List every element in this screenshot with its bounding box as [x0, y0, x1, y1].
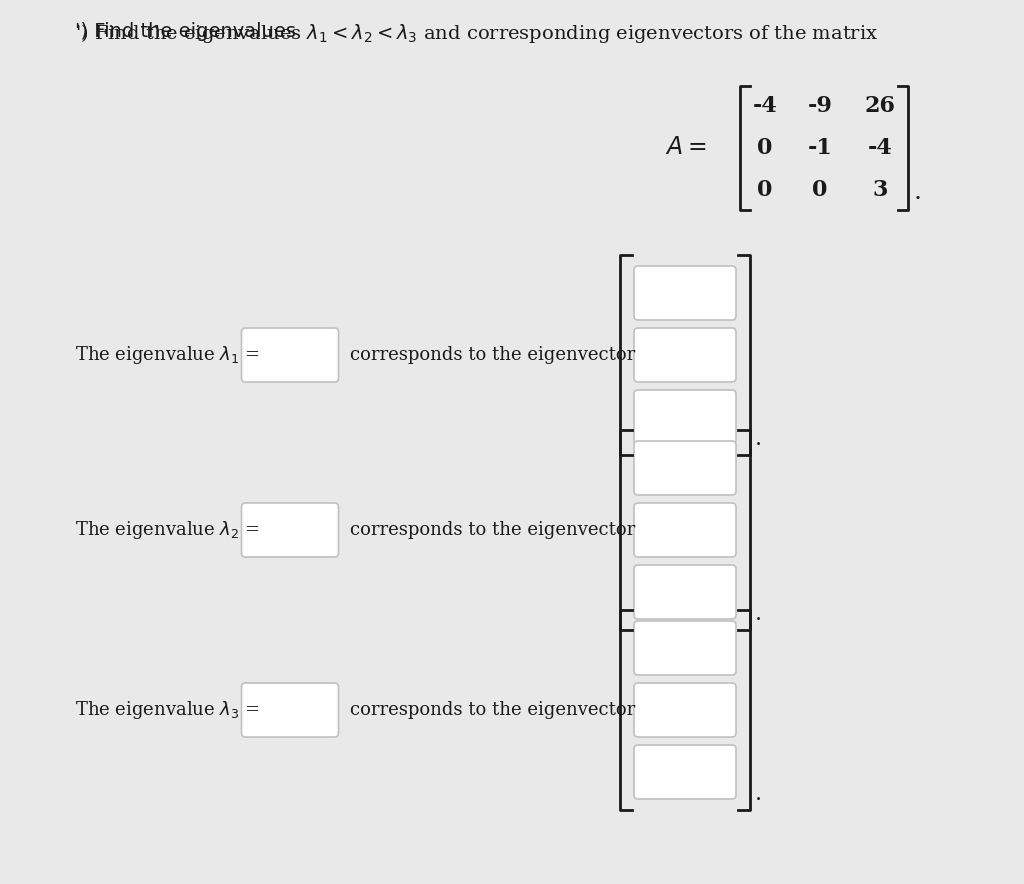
FancyBboxPatch shape [634, 565, 736, 619]
Text: corresponds to the eigenvector: corresponds to the eigenvector [350, 346, 635, 364]
Text: ') Find the eigenvalues $\lambda_1 < \lambda_2 < \lambda_3$ and corresponding ei: ') Find the eigenvalues $\lambda_1 < \la… [75, 22, 879, 45]
FancyBboxPatch shape [242, 328, 339, 382]
Text: 26: 26 [864, 95, 896, 117]
Text: The eigenvalue $\lambda_2$ =: The eigenvalue $\lambda_2$ = [75, 519, 262, 541]
Text: -4: -4 [753, 95, 777, 117]
Text: -1: -1 [808, 137, 833, 159]
FancyBboxPatch shape [634, 441, 736, 495]
Text: 3: 3 [872, 179, 888, 201]
FancyBboxPatch shape [634, 683, 736, 737]
Text: .: . [755, 603, 762, 625]
Text: 0: 0 [758, 137, 773, 159]
FancyBboxPatch shape [634, 390, 736, 444]
Text: ') Find the eigenvalues: ') Find the eigenvalues [75, 22, 302, 41]
FancyBboxPatch shape [634, 745, 736, 799]
FancyBboxPatch shape [634, 266, 736, 320]
Text: 0: 0 [812, 179, 827, 201]
Text: corresponds to the eigenvector: corresponds to the eigenvector [350, 521, 635, 539]
Text: 0: 0 [758, 179, 773, 201]
Text: corresponds to the eigenvector: corresponds to the eigenvector [350, 701, 635, 719]
Text: -4: -4 [867, 137, 892, 159]
Text: .: . [914, 181, 922, 204]
FancyBboxPatch shape [242, 503, 339, 557]
Text: .: . [755, 428, 762, 450]
FancyBboxPatch shape [634, 503, 736, 557]
FancyBboxPatch shape [242, 683, 339, 737]
Text: .: . [755, 783, 762, 805]
Text: The eigenvalue $\lambda_3$ =: The eigenvalue $\lambda_3$ = [75, 699, 262, 721]
Text: $A =$: $A =$ [665, 136, 707, 159]
FancyBboxPatch shape [634, 621, 736, 675]
Text: -9: -9 [808, 95, 833, 117]
Text: The eigenvalue $\lambda_1$ =: The eigenvalue $\lambda_1$ = [75, 344, 262, 366]
FancyBboxPatch shape [634, 328, 736, 382]
